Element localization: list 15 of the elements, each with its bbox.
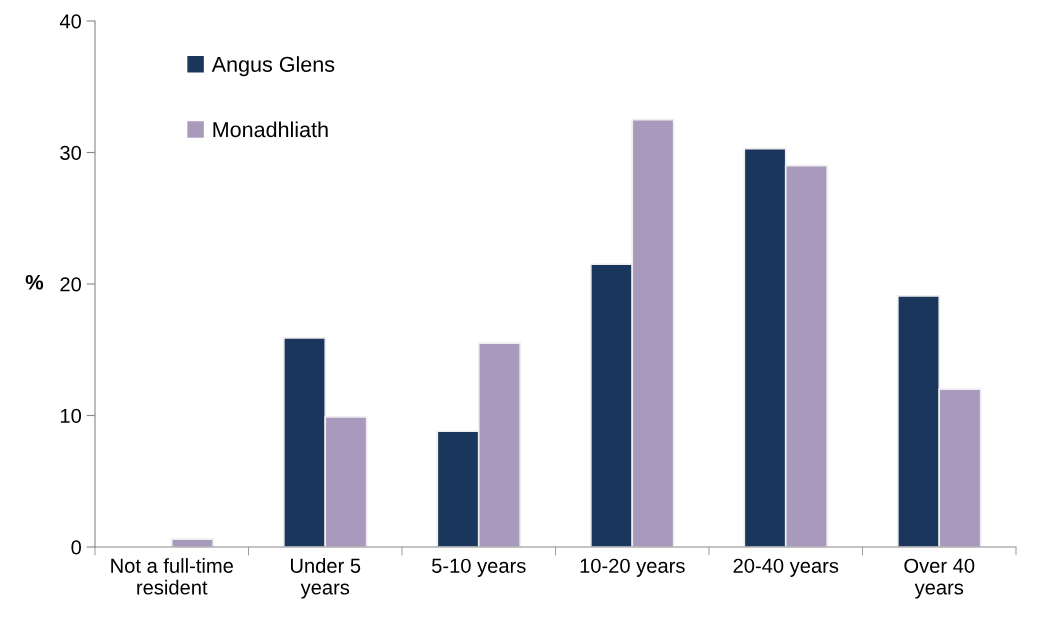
x-tick-label: Under 5 years — [290, 558, 361, 599]
legend-label: Monadhliath — [213, 121, 328, 138]
bar — [170, 538, 215, 547]
x-tick-label: Not a full-time resident — [111, 558, 233, 595]
y-tick-label: 40 — [59, 14, 82, 29]
x-tick-label: 5-10 years — [431, 558, 526, 577]
x-tick-label: 10-20 years — [580, 558, 685, 577]
y-tick-label: 30 — [60, 145, 82, 160]
y-tick-label: 0 — [71, 540, 82, 555]
x-tick-label: Over 40 years — [904, 558, 975, 599]
legend-label: Angus Glens — [211, 56, 335, 77]
y-tick-label: 20 — [60, 277, 82, 292]
x-tick-label: 20-40 years — [733, 558, 839, 577]
y-axis-title: % — [25, 274, 44, 290]
y-tick-label: 10 — [60, 408, 82, 423]
